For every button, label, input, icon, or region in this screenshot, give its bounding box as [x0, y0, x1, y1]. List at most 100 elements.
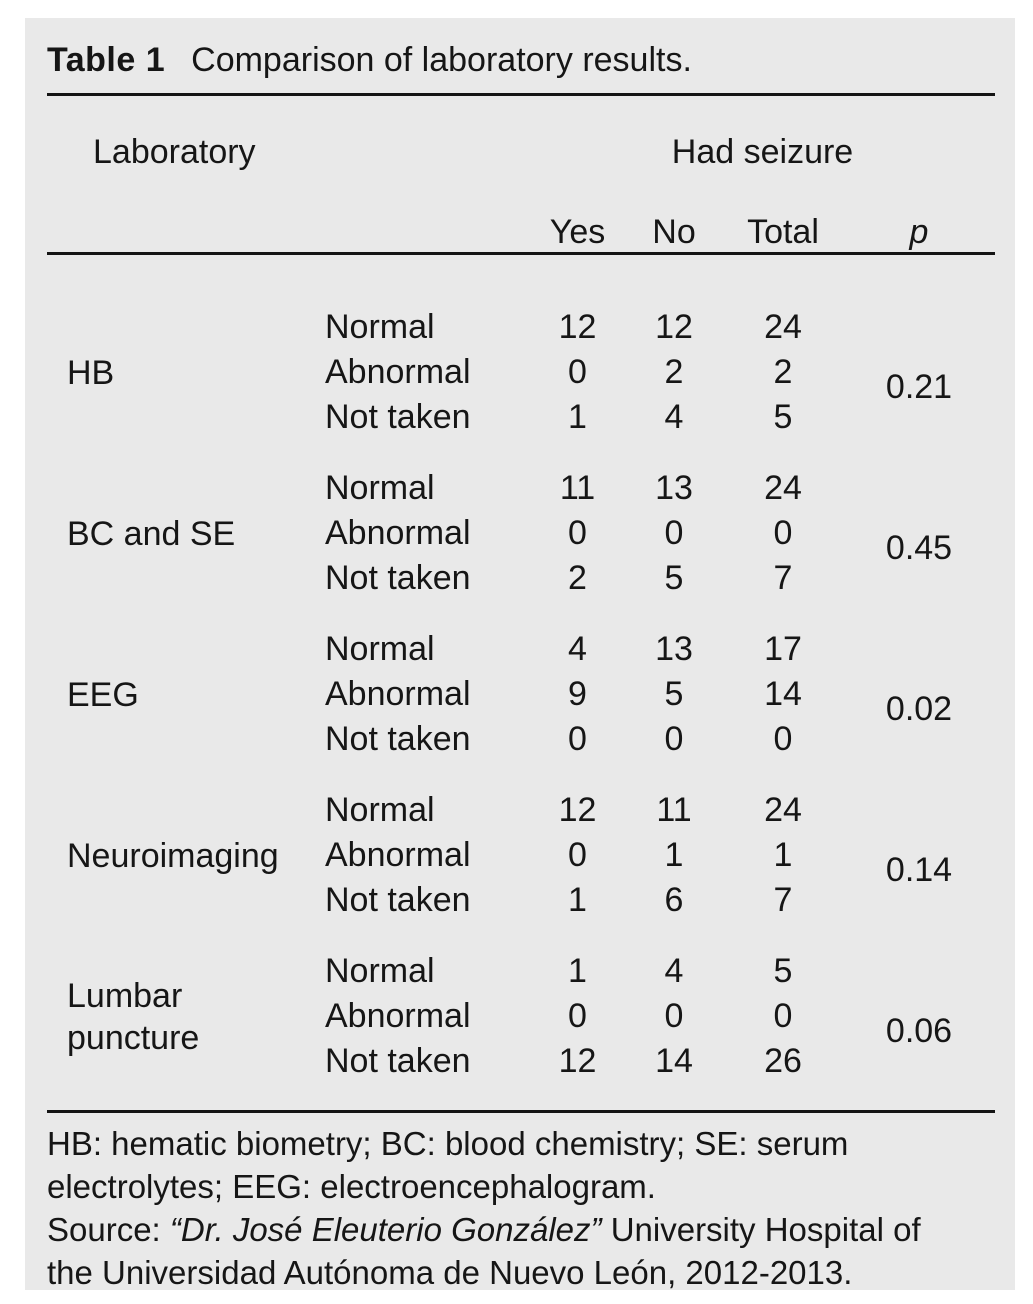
table-caption: Comparison of laboratory results. [191, 41, 692, 79]
cell-total: 17 [764, 630, 802, 668]
p-value: 0.45 [885, 529, 953, 567]
cell-total: 7 [773, 881, 793, 919]
lab-name: HB [67, 353, 115, 392]
rule-bottom [47, 1110, 995, 1113]
column-header-total: Total [747, 213, 819, 251]
cell-total: 0 [773, 720, 793, 758]
cell-no: 0 [664, 720, 684, 758]
cell-yes: 9 [568, 675, 587, 713]
table-header-columns: Yes No Total p [47, 212, 995, 252]
lab-group: Neuroimaging Normal 12 11 24 Abnormal 0 1 1 Not t… [47, 788, 995, 923]
cell-total: 24 [764, 308, 802, 346]
cell-total: 0 [773, 514, 793, 552]
cell-total: 5 [773, 952, 793, 990]
p-value: 0.02 [885, 690, 953, 728]
footnote-abbreviations-line2: electrolytes; EEG: electroencephalogram. [47, 1168, 656, 1205]
cell-yes: 0 [568, 720, 587, 758]
cell-no: 4 [664, 398, 684, 436]
cell-no: 14 [655, 1042, 693, 1080]
lab-name-cell: BC and SE [47, 466, 325, 601]
cell-yes: 0 [568, 836, 587, 874]
row-label: Not taken [325, 720, 471, 758]
cell-total: 24 [764, 469, 802, 507]
cell-yes: 1 [568, 398, 587, 436]
column-header-yes: Yes [549, 213, 606, 251]
cell-yes: 12 [558, 308, 597, 346]
column-header-no: No [652, 213, 696, 251]
cell-yes: 0 [568, 997, 587, 1035]
column-group-header-had-seizure: Had seizure [671, 133, 854, 171]
cell-no: 4 [664, 952, 684, 990]
footnote-source-line2: the Universidad Autónoma de Nuevo León, … [47, 1254, 853, 1291]
column-header-p: p [909, 213, 929, 251]
row-label: Abnormal [325, 997, 471, 1035]
cell-no: 5 [664, 675, 684, 713]
p-value: 0.06 [885, 1012, 953, 1050]
row-label: Abnormal [325, 675, 471, 713]
cell-no: 12 [655, 308, 693, 346]
cell-total: 2 [773, 353, 793, 391]
cell-no: 1 [664, 836, 684, 874]
cell-no: 13 [655, 630, 693, 668]
row-label: Abnormal [325, 836, 471, 874]
cell-no: 0 [664, 997, 684, 1035]
cell-yes: 4 [568, 630, 587, 668]
table-header-groups: Laboratory Had seizure [47, 132, 995, 172]
lab-group: EEG Normal 4 13 17 Abnormal 9 5 14 Not taken 0 0 0 0.… [47, 627, 995, 762]
column-header-laboratory: Laboratory [93, 133, 256, 171]
cell-total: 7 [773, 559, 793, 597]
footnote-source-hospital-name: “Dr. José Eleuterio González” [169, 1211, 602, 1248]
cell-yes: 0 [568, 353, 587, 391]
cell-no: 0 [664, 514, 684, 552]
table-panel: Table 1 Comparison of laboratory results.… [25, 18, 1015, 1291]
lab-name-cell: Neuroimaging [47, 788, 325, 923]
footnote-abbreviations-line1: HB: hematic biometry; BC: blood chemistr… [47, 1125, 849, 1162]
row-label: Normal [325, 952, 435, 990]
footnote-source-line1: Source: “Dr. José Eleuterio González” Un… [47, 1208, 995, 1251]
row-label: Normal [325, 791, 435, 829]
lab-name: EEG [67, 675, 139, 714]
row-label: Not taken [325, 881, 471, 919]
cell-yes: 2 [568, 559, 587, 597]
footnote-source-prefix: Source: [47, 1211, 170, 1248]
row-label: Normal [325, 630, 435, 668]
lab-group: Lumbar puncture Normal 1 4 5 Abnormal 0 0 0 Not t… [47, 949, 995, 1084]
row-label: Not taken [325, 559, 471, 597]
row-label: Normal [325, 469, 435, 507]
cell-yes: 1 [568, 881, 587, 919]
row-label: Abnormal [325, 353, 471, 391]
cell-total: 5 [773, 398, 793, 436]
row-label: Not taken [325, 1042, 471, 1080]
p-value: 0.14 [885, 851, 953, 889]
cell-total: 24 [764, 791, 802, 829]
cell-yes: 1 [568, 952, 587, 990]
table-number: Table 1 [47, 41, 166, 79]
lab-name-cell: HB [47, 305, 325, 440]
rule-header [47, 252, 995, 255]
lab-name: BC and SE [67, 514, 236, 553]
cell-no: 13 [655, 469, 693, 507]
footnote-source-suffix: University Hospital of [601, 1211, 921, 1248]
cell-no: 5 [664, 559, 684, 597]
lab-group: HB Normal 12 12 24 Abnormal 0 2 2 Not taken 1 4 5 0.2… [47, 305, 995, 440]
cell-total: 1 [773, 836, 793, 874]
table-body: HB Normal 12 12 24 Abnormal 0 2 2 Not taken 1 4 5 0.2… [47, 305, 995, 1084]
lab-group: BC and SE Normal 11 13 24 Abnormal 0 0 0 Not take… [47, 466, 995, 601]
lab-name-cell: Lumbar puncture [47, 949, 325, 1084]
lab-name-cell: EEG [47, 627, 325, 762]
cell-no: 2 [664, 353, 684, 391]
cell-yes: 12 [558, 1042, 597, 1080]
cell-yes: 0 [568, 514, 587, 552]
cell-total: 14 [764, 675, 802, 713]
table-title: Table 1 Comparison of laboratory results. [47, 40, 995, 80]
cell-yes: 12 [558, 791, 597, 829]
lab-name: Lumbar puncture [67, 976, 200, 1057]
cell-no: 11 [656, 791, 692, 829]
table-footnotes: HB: hematic biometry; BC: blood chemistr… [47, 1122, 995, 1294]
p-value: 0.21 [885, 368, 953, 406]
lab-name: Neuroimaging [67, 836, 279, 875]
cell-total: 0 [773, 997, 793, 1035]
cell-total: 26 [764, 1042, 802, 1080]
row-label: Not taken [325, 398, 471, 436]
row-label: Abnormal [325, 514, 471, 552]
